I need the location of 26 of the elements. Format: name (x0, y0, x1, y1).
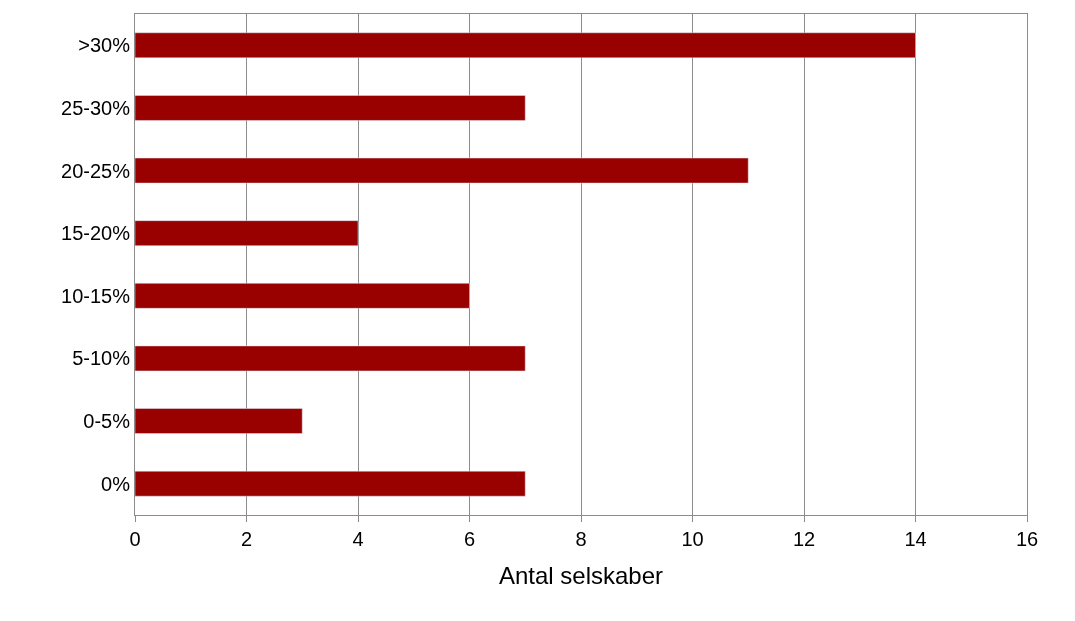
x-tick-label: 0 (129, 528, 141, 550)
x-tick-label: 12 (792, 528, 816, 550)
bar (135, 283, 470, 309)
bar (135, 32, 916, 59)
y-tick-label: 15-20% (61, 222, 131, 245)
y-tick-label: 20-25% (61, 159, 131, 182)
y-tick-label: >30% (78, 34, 131, 57)
y-tick-label: 5-10% (72, 347, 131, 370)
x-tick-label: 14 (904, 528, 927, 550)
x-tick-label: 6 (463, 528, 476, 550)
y-tick-label: 0% (101, 472, 131, 495)
bar (135, 95, 526, 121)
x-tick-label: 4 (352, 528, 364, 550)
bar (135, 220, 359, 246)
x-tick-label: 8 (575, 528, 587, 550)
x-tick-label: 10 (681, 528, 704, 550)
x-tick-label: 16 (1015, 528, 1039, 550)
bar (135, 157, 749, 184)
x-axis-title: Antal selskaber (498, 562, 664, 590)
y-tick-label: 10-15% (61, 284, 131, 307)
bar (135, 470, 526, 497)
bar (135, 345, 526, 372)
y-tick-label: 25-30% (61, 96, 131, 119)
y-tick-label: 0-5% (83, 410, 131, 433)
bar (135, 408, 303, 434)
x-tick-label: 2 (240, 528, 253, 550)
